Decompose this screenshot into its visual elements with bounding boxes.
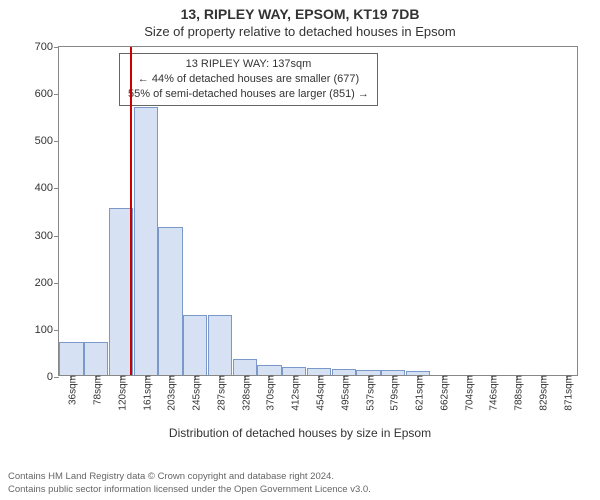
histogram-bar <box>84 342 108 375</box>
y-tick-mark <box>54 94 59 95</box>
x-tick-label: 621sqm <box>411 375 426 411</box>
page-title: 13, RIPLEY WAY, EPSOM, KT19 7DB <box>0 0 600 22</box>
x-tick-label: 704sqm <box>460 375 475 411</box>
y-tick-mark <box>54 47 59 48</box>
x-tick-label: 161sqm <box>138 375 153 411</box>
y-tick-mark <box>54 377 59 378</box>
x-tick-label: 370sqm <box>262 375 277 411</box>
x-tick-label: 78sqm <box>89 375 104 405</box>
annotation-line-3: 55% of semi-detached houses are larger (… <box>128 87 369 102</box>
x-axis-label: Distribution of detached houses by size … <box>0 426 600 440</box>
y-tick-mark <box>54 188 59 189</box>
x-tick-label: 537sqm <box>361 375 376 411</box>
y-tick-mark <box>54 141 59 142</box>
x-tick-label: 203sqm <box>163 375 178 411</box>
x-tick-label: 120sqm <box>113 375 128 411</box>
histogram-bar <box>59 342 83 375</box>
x-tick-label: 287sqm <box>212 375 227 411</box>
annotation-line-1: 13 RIPLEY WAY: 137sqm <box>128 57 369 72</box>
footer-attribution: Contains HM Land Registry data © Crown c… <box>8 471 371 496</box>
x-tick-label: 579sqm <box>386 375 401 411</box>
annotation-box: 13 RIPLEY WAY: 137sqm ← 44% of detached … <box>119 53 378 106</box>
footer-line-1: Contains HM Land Registry data © Crown c… <box>8 471 371 483</box>
histogram-bar <box>183 315 207 375</box>
x-tick-label: 328sqm <box>237 375 252 411</box>
x-tick-label: 454sqm <box>312 375 327 411</box>
histogram-bar <box>307 368 331 375</box>
footer-line-2: Contains public sector information licen… <box>8 484 371 496</box>
x-tick-label: 788sqm <box>510 375 525 411</box>
histogram-bar <box>158 227 182 375</box>
y-tick-mark <box>54 330 59 331</box>
x-tick-label: 245sqm <box>188 375 203 411</box>
x-tick-label: 871sqm <box>559 375 574 411</box>
histogram-bar <box>208 315 232 375</box>
x-tick-label: 662sqm <box>435 375 450 411</box>
plot-area: 13 RIPLEY WAY: 137sqm ← 44% of detached … <box>58 46 578 376</box>
y-tick-mark <box>54 236 59 237</box>
y-tick-mark <box>54 283 59 284</box>
reference-line <box>130 47 132 375</box>
histogram-bar <box>257 365 281 375</box>
annotation-line-2: ← 44% of detached houses are smaller (67… <box>128 72 369 87</box>
histogram-bar <box>134 107 158 375</box>
histogram-bar <box>282 367 306 375</box>
chart-container: Number of detached properties 13 RIPLEY … <box>0 40 600 456</box>
histogram-bar <box>233 359 257 376</box>
x-tick-label: 495sqm <box>336 375 351 411</box>
x-tick-label: 36sqm <box>64 375 79 405</box>
x-tick-label: 412sqm <box>287 375 302 411</box>
x-tick-label: 829sqm <box>534 375 549 411</box>
x-tick-label: 746sqm <box>485 375 500 411</box>
